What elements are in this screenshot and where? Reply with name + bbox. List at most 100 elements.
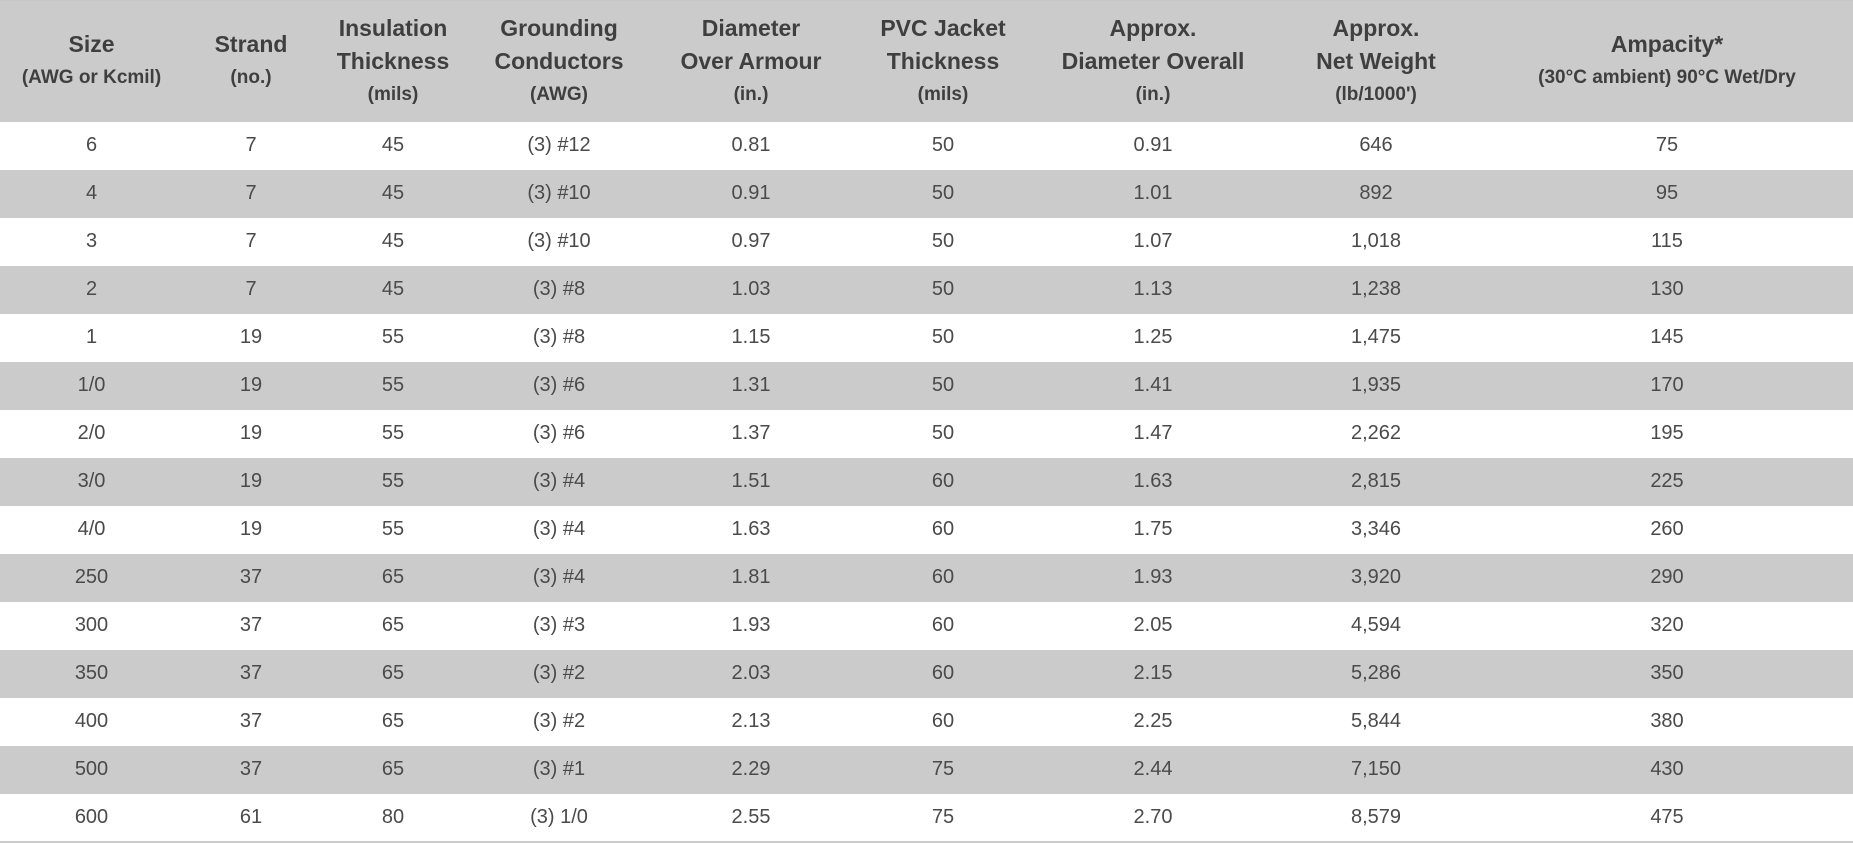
table-cell: 350 — [1650, 662, 1684, 684]
table-cell: 1.37 — [731, 422, 771, 444]
table-cell: 19 — [239, 518, 263, 540]
table-cell: 1.07 — [1133, 230, 1173, 252]
table-cell: 37 — [239, 614, 263, 636]
table-cell: 37 — [239, 710, 263, 732]
table-cell: 1.93 — [731, 614, 771, 636]
table-cell: 1/0 — [77, 374, 106, 396]
table-cell: 2,815 — [1350, 470, 1402, 492]
table-row: 4 7 45 (3) #10 0.91 50 1.01 892 95 — [0, 169, 1853, 218]
table-cell: 2/0 — [77, 422, 106, 444]
header-label: Conductors — [494, 47, 624, 74]
table-cell: 2.03 — [731, 662, 771, 684]
table-cell: 3,346 — [1350, 518, 1402, 540]
table-cell: 145 — [1650, 326, 1684, 348]
table-cell: 45 — [381, 278, 405, 300]
table-cell: 892 — [1359, 182, 1393, 204]
table-cell: 1.15 — [731, 326, 771, 348]
table-cell: (3) #2 — [532, 662, 586, 684]
table-cell: 4/0 — [77, 518, 106, 540]
table-cell: 2.25 — [1133, 710, 1173, 732]
table-cell: 1.25 — [1133, 326, 1173, 348]
table-cell: 55 — [381, 518, 405, 540]
table-cell: 19 — [239, 422, 263, 444]
table-cell: 2.70 — [1133, 805, 1173, 828]
table-cell: 1.13 — [1133, 278, 1173, 300]
header-label: Thickness — [336, 47, 450, 74]
header-label: Approx. — [1109, 14, 1197, 41]
table-cell: 380 — [1650, 710, 1684, 732]
table-row: 3 7 45 (3) #10 0.97 50 1.07 1,018 115 — [0, 217, 1853, 266]
table-cell: 50 — [931, 278, 955, 300]
table-cell: 7 — [245, 278, 257, 300]
header-unit: (mils) — [917, 83, 969, 105]
table-cell: (3) #10 — [527, 182, 591, 204]
table-cell: 250 — [74, 566, 109, 588]
header-row: Size (AWG or Kcmil) Strand (no.) Insulation T… — [0, 0, 1853, 122]
table-cell: 65 — [381, 710, 405, 732]
header-label: Over Armour — [680, 47, 822, 74]
table-cell: 400 — [74, 710, 109, 732]
header-label: Insulation — [338, 14, 448, 41]
table-cell: 2.05 — [1133, 614, 1173, 636]
table-row: 6 7 45 (3) #12 0.81 50 0.91 646 75 — [0, 121, 1853, 170]
table-cell: (3) #6 — [532, 422, 586, 444]
table-cell: 290 — [1650, 566, 1684, 588]
table-cell: 75 — [931, 758, 955, 780]
header-label: Size — [68, 31, 115, 58]
table-cell: 61 — [239, 805, 263, 828]
table-cell: 1,238 — [1350, 278, 1402, 300]
table-cell: 60 — [931, 518, 955, 540]
header-grounding-conductors: Grounding Conductors (AWG) — [467, 1, 651, 122]
table-cell: 4,594 — [1350, 614, 1402, 636]
table-cell: 19 — [239, 326, 263, 348]
table-cell: 50 — [931, 230, 955, 252]
table-cell: 1.31 — [731, 374, 771, 396]
header-unit: (30°C ambient) 90°C Wet/Dry — [1538, 67, 1796, 89]
table-cell: 600 — [74, 805, 109, 828]
table-cell: 3,920 — [1350, 566, 1402, 588]
header-approx-net-weight: Approx. Net Weight (lb/1000') — [1271, 1, 1481, 122]
table-cell: 646 — [1359, 134, 1393, 156]
table-row: 250 37 65 (3) #4 1.81 60 1.93 3,920 290 — [0, 553, 1853, 602]
header-size: Size (AWG or Kcmil) — [0, 1, 183, 122]
table-cell: 8,579 — [1350, 805, 1402, 828]
table-cell: 0.97 — [731, 230, 771, 252]
table-cell: 7 — [245, 230, 257, 252]
table-cell: 50 — [931, 326, 955, 348]
table-cell: 1.93 — [1133, 566, 1173, 588]
header-label: Strand — [214, 31, 288, 58]
table-cell: (3) #4 — [532, 518, 586, 540]
table-cell: 1 — [85, 326, 98, 348]
table-row: 400 37 65 (3) #2 2.13 60 2.25 5,844 380 — [0, 697, 1853, 746]
header-label: Grounding — [500, 14, 618, 41]
table-cell: 37 — [239, 566, 263, 588]
table-cell: 475 — [1650, 805, 1684, 828]
table-cell: 65 — [381, 614, 405, 636]
header-label: Diameter — [701, 14, 801, 41]
table-row: 2 7 45 (3) #8 1.03 50 1.13 1,238 130 — [0, 265, 1853, 314]
table-cell: 3/0 — [77, 470, 106, 492]
table-row: 350 37 65 (3) #2 2.03 60 2.15 5,286 350 — [0, 649, 1853, 698]
table-cell: 65 — [381, 566, 405, 588]
table-cell: (3) #1 — [532, 758, 586, 780]
table-cell: (3) #8 — [532, 278, 586, 300]
table-cell: 19 — [239, 470, 263, 492]
header-ampacity: Ampacity* (30°C ambient) 90°C Wet/Dry — [1481, 1, 1853, 122]
table-row: 1/0 19 55 (3) #6 1.31 50 1.41 1,935 170 — [0, 361, 1853, 410]
table-cell: 95 — [1655, 182, 1679, 204]
table-row: 2/0 19 55 (3) #6 1.37 50 1.47 2,262 195 — [0, 409, 1853, 458]
table-cell: 0.81 — [731, 134, 771, 156]
table-cell: 45 — [381, 182, 405, 204]
table-cell: 1.47 — [1133, 422, 1173, 444]
header-label: Net Weight — [1316, 47, 1436, 74]
table-cell: 1.75 — [1133, 518, 1173, 540]
table-cell: 170 — [1650, 374, 1684, 396]
table-cell: 60 — [931, 662, 955, 684]
table-cell: 1,935 — [1350, 374, 1402, 396]
table-cell: 37 — [239, 758, 263, 780]
table-cell: 60 — [931, 614, 955, 636]
header-unit: (in.) — [1135, 83, 1171, 105]
header-label: Diameter Overall — [1061, 47, 1245, 74]
table-cell: 2.55 — [731, 805, 771, 828]
